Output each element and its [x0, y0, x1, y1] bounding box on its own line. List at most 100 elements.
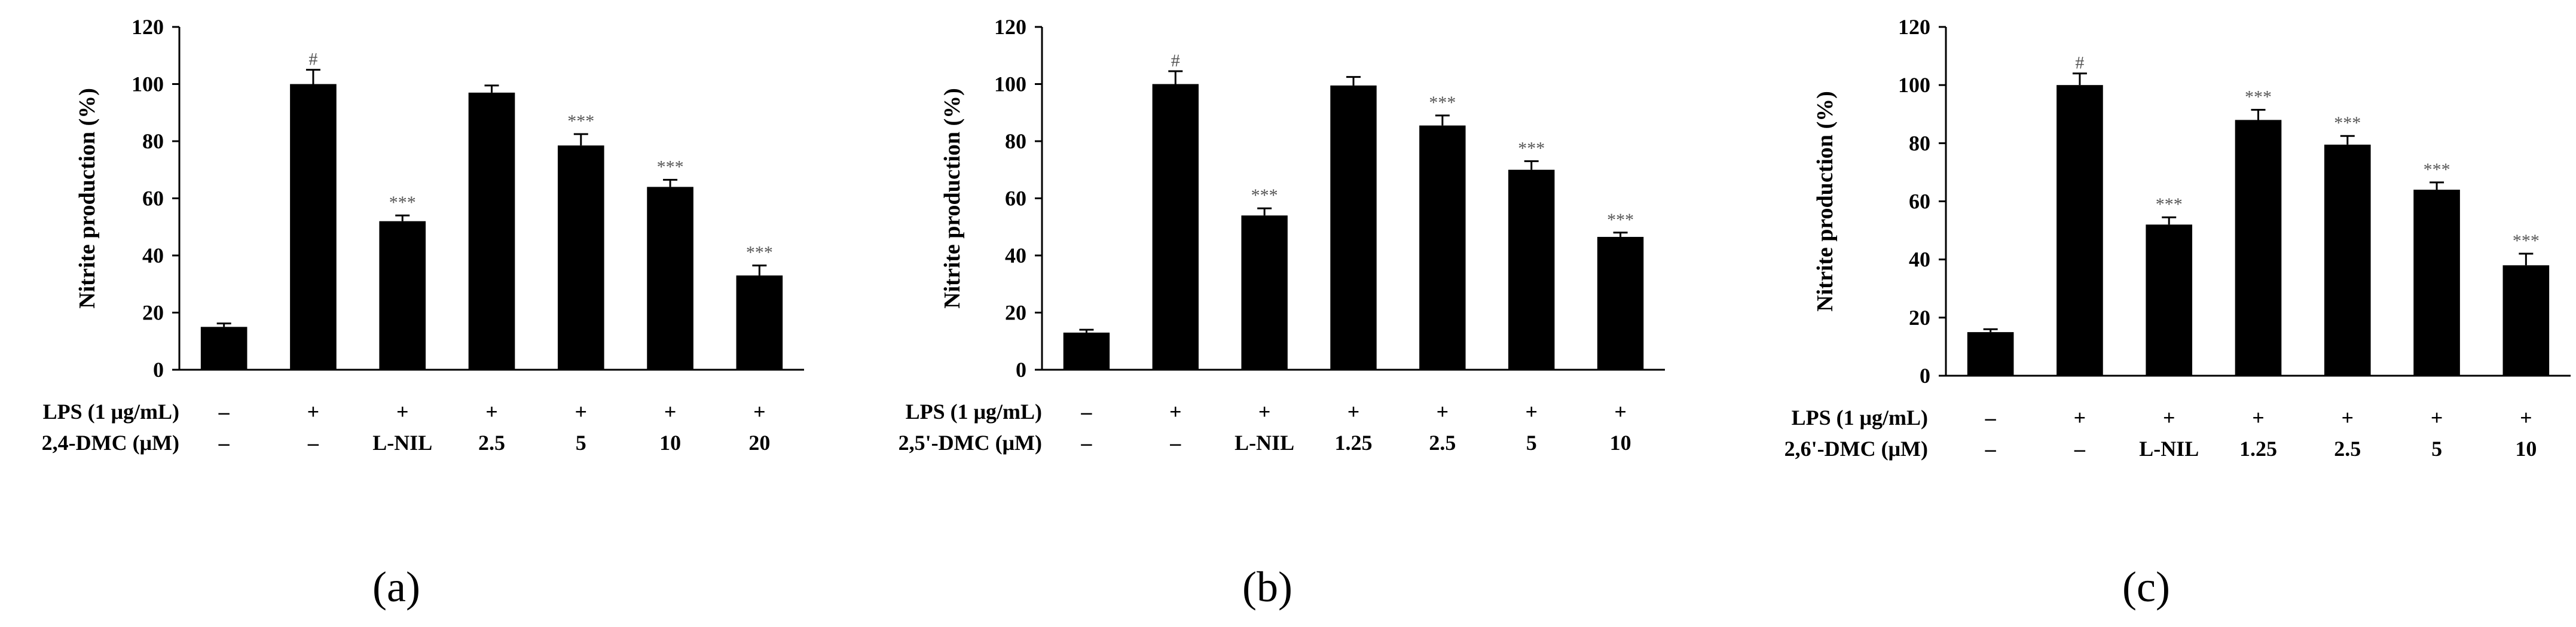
treatment-cell: –	[2074, 437, 2086, 461]
significance-hash-label: #	[2075, 53, 2084, 73]
treatment-cell: 10	[2515, 437, 2537, 461]
treatment-cell: 10	[1610, 431, 1631, 455]
bar	[200, 327, 247, 370]
chart-panel-3: 0 20 40 60 80 100 120 Nitrite production (%) # **…	[1784, 15, 2571, 611]
treatment-cell: –	[1080, 400, 1092, 424]
treatment-cell: +	[2252, 406, 2265, 430]
bar	[1419, 125, 1466, 370]
treatment-cell: L-NIL	[1234, 431, 1294, 455]
y-tick-label: 120	[994, 15, 1026, 39]
treatment-cell: +	[307, 400, 320, 424]
treatment-cell: 5	[576, 431, 586, 455]
significance-stars-label: ***	[389, 193, 416, 212]
chart-panel-2: 0 20 40 60 80 100 120 Nitrite production (%) # **…	[899, 15, 1665, 611]
panel-label: (a)	[372, 563, 420, 611]
y-tick-label: 60	[142, 187, 164, 211]
treatment-cell: +	[2163, 406, 2175, 430]
bar	[379, 221, 426, 370]
significance-stars-label: ***	[2334, 113, 2361, 133]
y-tick-label: 80	[1005, 129, 1026, 153]
treatment-cell: 20	[748, 431, 770, 455]
treatment-row-label: 2,6'-DMC (μM)	[1784, 437, 1928, 461]
bar	[2146, 224, 2193, 376]
y-tick-label: 0	[153, 358, 164, 382]
y-tick-label: 0	[1920, 364, 1930, 388]
y-tick-label: 40	[1909, 248, 1930, 272]
y-tick-label: 40	[1005, 244, 1026, 267]
treatment-row-label: 2,4-DMC (μM)	[42, 431, 179, 455]
y-tick-label: 80	[1909, 131, 1930, 155]
y-tick-label: 120	[1898, 15, 1930, 39]
bar	[2235, 120, 2282, 376]
treatment-cell: +	[485, 400, 498, 424]
y-tick-label: 100	[1898, 73, 1930, 97]
significance-stars-label: ***	[746, 243, 773, 263]
y-tick-label: 60	[1909, 190, 1930, 214]
treatment-cell: +	[396, 400, 409, 424]
y-tick-label: 120	[132, 15, 164, 39]
treatment-row-label: LPS (1 μg/mL)	[906, 400, 1042, 424]
treatment-cell: 1.25	[1335, 431, 1373, 455]
treatment-cell: –	[1080, 431, 1092, 455]
bar	[1152, 84, 1199, 370]
treatment-cell: +	[1169, 400, 1182, 424]
bar	[2413, 190, 2460, 376]
bar	[736, 275, 783, 370]
treatment-cell: +	[664, 400, 677, 424]
treatment-row-label: LPS (1 μg/mL)	[1792, 406, 1928, 430]
treatment-cell: +	[1614, 400, 1627, 424]
treatment-cell: 2.5	[1429, 431, 1456, 455]
bar	[1508, 169, 1555, 370]
significance-hash-label: #	[308, 50, 317, 69]
treatment-cell: +	[1525, 400, 1538, 424]
bar	[1063, 332, 1110, 370]
treatment-cell: –	[1985, 406, 1997, 430]
y-tick-label: 100	[132, 72, 164, 96]
treatment-cell: 5	[1526, 431, 1537, 455]
treatment-cell: +	[2431, 406, 2443, 430]
treatment-cell: +	[1347, 400, 1360, 424]
treatment-cell: +	[575, 400, 588, 424]
bar	[1597, 236, 1644, 370]
y-tick-label: 40	[142, 244, 164, 267]
treatment-row-label: 2,5'-DMC (μM)	[899, 431, 1042, 455]
significance-stars-label: ***	[657, 157, 684, 176]
significance-stars-label: ***	[2156, 194, 2183, 214]
bar	[1967, 332, 2014, 376]
treatment-cell: –	[218, 431, 230, 455]
bar	[2056, 85, 2103, 376]
bar	[647, 187, 693, 370]
significance-stars-label: ***	[2513, 231, 2540, 251]
significance-stars-label: ***	[1251, 185, 1278, 205]
panel-label: (c)	[2122, 563, 2170, 611]
significance-hash-label: #	[1171, 51, 1180, 71]
treatment-cell: +	[2074, 406, 2086, 430]
significance-stars-label: ***	[2245, 87, 2272, 106]
significance-stars-label: ***	[1607, 210, 1634, 230]
y-tick-label: 80	[142, 129, 164, 153]
y-axis-title: Nitrite production (%)	[75, 88, 100, 309]
treatment-cell: +	[2342, 406, 2354, 430]
treatment-cell: +	[2520, 406, 2532, 430]
treatment-cell: +	[753, 400, 766, 424]
bar	[468, 92, 515, 370]
panel-label: (b)	[1242, 563, 1292, 611]
chart-panel-1: 0 20 40 60 80 100 120 Nitrite production (%) # **…	[42, 15, 804, 611]
treatment-cell: 2.5	[2334, 437, 2361, 461]
treatment-cell: –	[218, 400, 230, 424]
bar	[2324, 144, 2371, 376]
y-tick-label: 20	[142, 301, 164, 325]
treatment-cell: +	[1258, 400, 1271, 424]
bar	[2502, 265, 2550, 376]
y-tick-label: 0	[1016, 358, 1026, 382]
treatment-row-label: LPS (1 μg/mL)	[43, 400, 179, 424]
treatment-cell: +	[1437, 400, 1449, 424]
treatment-cell: 2.5	[478, 431, 505, 455]
treatment-cell: –	[1985, 437, 1997, 461]
bar	[290, 84, 337, 370]
y-tick-label: 100	[994, 72, 1026, 96]
treatment-cell: 5	[2431, 437, 2442, 461]
bar	[557, 145, 604, 370]
bar	[1330, 85, 1377, 370]
